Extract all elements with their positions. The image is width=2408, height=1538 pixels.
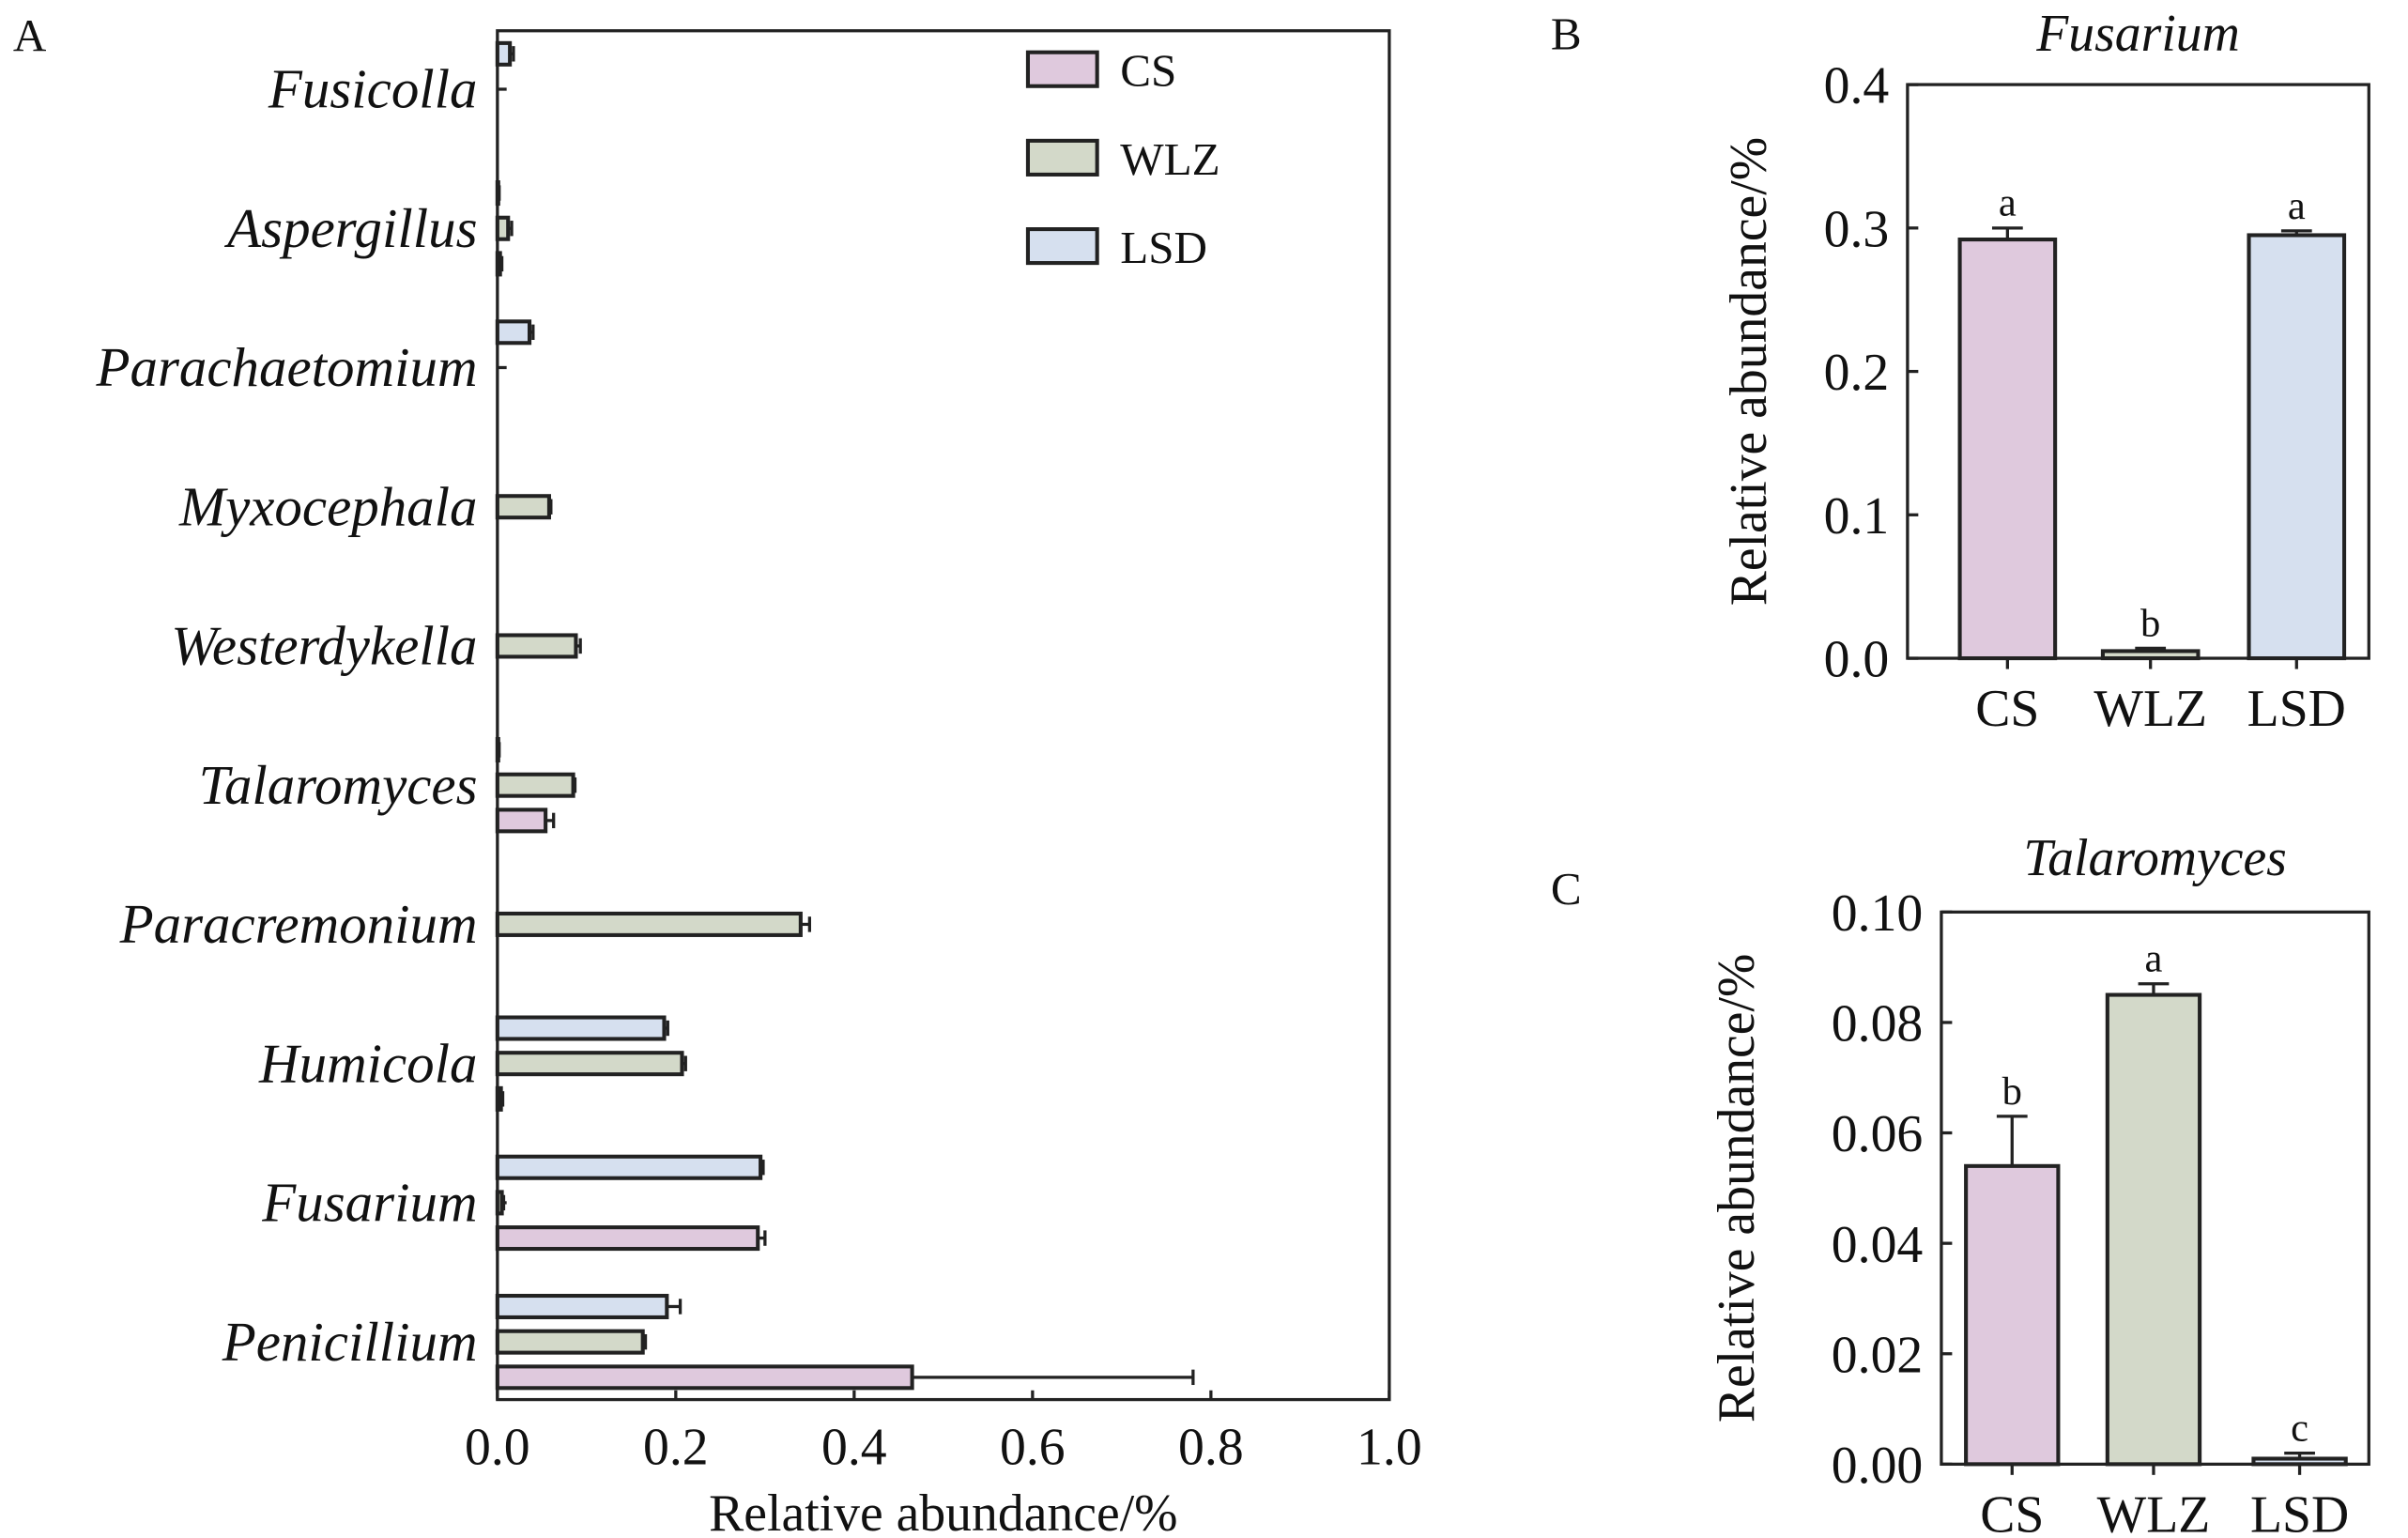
panel-title: Fusarium: [2035, 5, 2240, 63]
bar-lsd: [495, 1015, 667, 1041]
y-tick-label: 0.3: [1824, 200, 1890, 258]
significance-letter: a: [2145, 937, 2163, 981]
legend-label: LSD: [1120, 222, 1207, 273]
legend-swatch-cs: [1025, 50, 1099, 88]
category-label: Fusicolla: [268, 58, 478, 120]
y-tick-label: 0.4: [1824, 57, 1890, 115]
legend-label: WLZ: [1120, 133, 1219, 185]
significance-letter: b: [2140, 601, 2160, 645]
bar-wlz: [495, 1190, 504, 1216]
x-tick-label: WLZ: [2094, 680, 2207, 738]
y-tick-label: 0.0: [1824, 631, 1890, 689]
bar-wlz: [495, 1051, 684, 1077]
x-tick-label: 0.0: [465, 1418, 530, 1476]
y-tick-label: 0.2: [1824, 344, 1890, 402]
bar-lsd: [495, 40, 513, 67]
category-label: Penicillium: [222, 1311, 478, 1373]
y-tick-label: 0.04: [1832, 1216, 1923, 1274]
bar-cs: [495, 1364, 914, 1391]
legend-swatch-wlz: [1025, 138, 1099, 177]
bar-wlz: [495, 494, 551, 520]
x-tick-label: 0.4: [821, 1418, 887, 1476]
panel-label-c: C: [1551, 863, 1582, 915]
bar-cs: [495, 251, 502, 277]
bar-wlz: [495, 633, 578, 659]
bar-cs: [1964, 1163, 2061, 1467]
panel-title: Talaromyces: [2023, 829, 2287, 887]
x-tick-label: WLZ: [2097, 1485, 2211, 1538]
bar-cs: [495, 1085, 503, 1112]
bar-cs: [495, 1225, 760, 1252]
x-tick-label: LSD: [2247, 680, 2346, 738]
x-tick-label: 0.2: [643, 1418, 709, 1476]
x-tick-label: 1.0: [1357, 1418, 1422, 1476]
category-label: Humicola: [258, 1032, 478, 1094]
category-label: Fusarium: [261, 1172, 477, 1234]
category-label: Talaromyces: [199, 754, 478, 816]
significance-letter: a: [2288, 184, 2306, 228]
y-tick-label: 0.1: [1824, 487, 1890, 546]
bar-cs: [1957, 238, 2058, 661]
x-tick-label: 0.8: [1178, 1418, 1244, 1476]
y-tick-label: 0.06: [1832, 1105, 1923, 1163]
bar-wlz: [2100, 649, 2201, 661]
category-label: Myxocephala: [178, 475, 478, 537]
significance-letter: a: [1999, 181, 2017, 225]
bar-lsd: [495, 319, 532, 346]
category-label: Parachaetomium: [95, 336, 477, 398]
significance-letter: b: [2002, 1069, 2022, 1114]
significance-letter: c: [2291, 1407, 2308, 1451]
bar-wlz: [495, 1329, 645, 1355]
category-label: Paracremonium: [119, 893, 478, 955]
y-tick-label: 0.00: [1832, 1437, 1923, 1495]
x-tick-label: LSD: [2250, 1485, 2349, 1538]
legend-swatch-lsd: [1025, 227, 1099, 266]
panel-label-a: A: [13, 9, 47, 61]
bar-lsd: [495, 1154, 763, 1180]
x-tick-label: CS: [1980, 1485, 2044, 1538]
y-tick-label: 0.08: [1832, 995, 1923, 1054]
x-tick-label: 0.6: [1000, 1418, 1066, 1476]
bar-wlz: [495, 215, 511, 241]
bar-lsd: [2251, 1456, 2348, 1467]
bar-wlz: [2105, 992, 2202, 1467]
y-axis-title: Relative abundance/%: [1720, 137, 1778, 606]
panel-a-frame: [496, 29, 1391, 1402]
category-label: Aspergillus: [223, 197, 477, 259]
bar-cs: [495, 807, 548, 834]
bar-wlz: [495, 911, 803, 937]
bar-lsd: [495, 1293, 669, 1319]
legend-label: CS: [1120, 45, 1176, 97]
y-tick-label: 0.02: [1832, 1326, 1923, 1384]
category-label: Westerdykella: [171, 615, 477, 677]
bar-lsd: [2247, 233, 2347, 661]
x-tick-label: CS: [1975, 680, 2039, 738]
panel-label-b: B: [1551, 8, 1582, 59]
bar-wlz: [495, 772, 575, 798]
x-axis-title: Relative abundance/%: [709, 1484, 1177, 1538]
y-axis-title: Relative abundance/%: [1708, 954, 1766, 1423]
y-tick-label: 0.10: [1832, 884, 1923, 943]
